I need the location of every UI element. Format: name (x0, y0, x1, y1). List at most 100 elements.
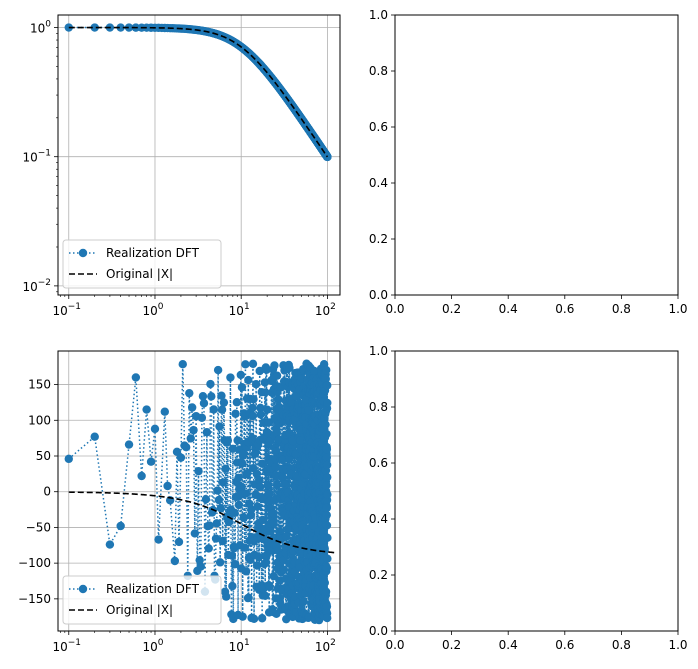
realization-point (261, 558, 271, 567)
x-tick-label: 0.0 (385, 638, 404, 652)
realization-point (187, 403, 197, 412)
realization-point (217, 405, 227, 414)
x-tick-label: 1.0 (668, 302, 687, 316)
realization-point (237, 383, 247, 392)
realization-point (239, 513, 248, 522)
realization-point (234, 500, 244, 510)
y-tick-label: 0.4 (369, 512, 388, 526)
realization-point (296, 549, 306, 558)
empty-plot-top-right: 0.0 0.2 0.4 0.6 0.8 1.0 0.0 0.2 0.4 0.6 0.8 1.0 (369, 8, 688, 316)
phase-frame (57, 350, 341, 632)
legend-original-label: Original |X| (106, 603, 173, 617)
realization-point (272, 447, 281, 456)
x-tick-label: 0.4 (499, 638, 518, 652)
x-tick-label: 0.4 (499, 302, 518, 316)
realization-point (189, 425, 198, 435)
y-tick-label: −150 (18, 592, 51, 606)
realization-point (195, 555, 204, 565)
realization-point (131, 373, 141, 382)
realization-point (261, 388, 270, 397)
legend-realization-label: Realization DFT (106, 246, 200, 260)
realization-point (253, 502, 262, 511)
realization-point (207, 392, 216, 401)
y-tick-label: 0.2 (369, 568, 388, 582)
y-tick-label: 1.0 (369, 8, 388, 22)
realization-point (233, 436, 242, 445)
y-tick-label: −50 (26, 520, 51, 534)
realization-point (323, 473, 332, 482)
realization-point (124, 23, 134, 32)
realization-point (90, 432, 99, 441)
realization-point (181, 443, 191, 452)
x-tick-label: 102 (315, 302, 336, 318)
y-tick-label: 0.0 (369, 288, 388, 302)
realization-point (160, 407, 169, 416)
realization-point (206, 379, 215, 389)
realization-point (124, 440, 134, 449)
realization-point (221, 464, 230, 473)
x-tick-label: 0.6 (555, 638, 574, 652)
realization-point (178, 360, 187, 369)
realization-point (322, 444, 332, 454)
realization-point (202, 428, 212, 437)
y-tick-label: 0.8 (369, 64, 388, 78)
realization-point (209, 405, 218, 414)
realization-point (176, 453, 186, 462)
realization-point (249, 614, 259, 624)
realization-point (272, 371, 282, 380)
realization-point (190, 529, 200, 538)
y-tick-label: 100 (30, 20, 51, 36)
realization-point (219, 398, 229, 407)
y-tick-label: 0.4 (369, 176, 388, 190)
realization-point (217, 391, 226, 400)
realization-point (137, 471, 146, 481)
y-tick-label: 10−2 (22, 278, 51, 294)
realization-point (222, 592, 231, 601)
realization-point (322, 563, 332, 573)
x-tick-label: 10−1 (52, 638, 81, 654)
realization-point (146, 457, 156, 466)
realization-point (322, 429, 331, 439)
x-tick-label: 100 (142, 638, 163, 654)
realization-point (204, 544, 213, 553)
x-tick-label: 101 (229, 302, 250, 318)
original-line (68, 26, 329, 158)
magnitude-legend: Realization DFT Original |X| (62, 239, 222, 289)
y-tick-label: 0.0 (369, 624, 388, 638)
x-tick-label: 0.8 (612, 302, 631, 316)
realization-point (323, 533, 332, 543)
y-tick-label: 1.0 (369, 344, 388, 358)
realization-point (323, 381, 332, 390)
realization-point (239, 449, 248, 458)
realization-point (198, 392, 208, 401)
realization-point (185, 388, 194, 398)
phase-legend: Realization DFT Original |X| (62, 575, 222, 625)
realization-point (244, 375, 253, 385)
top-right-frame (394, 14, 679, 296)
realization-point (279, 565, 289, 574)
realization-point (186, 434, 195, 443)
realization-point (116, 521, 125, 531)
realization-point (255, 366, 264, 376)
realization-point (228, 581, 237, 591)
legend-box (62, 575, 222, 625)
realization-point (231, 409, 240, 418)
realization-point (287, 398, 297, 408)
realization-point (296, 436, 305, 445)
realization-point (321, 374, 330, 384)
realization-point (211, 534, 221, 543)
realization-point (256, 410, 265, 419)
realization-point (223, 436, 233, 445)
realization-point (227, 551, 237, 560)
realization-point (194, 466, 203, 476)
realization-point (201, 495, 211, 504)
realization-point (310, 366, 319, 376)
x-tick-label: 0.8 (612, 638, 631, 652)
realization-point (237, 482, 246, 491)
phase-plot: 10−1 100 101 102 −150 −100 −50 0 50 100 150 Realiz… (18, 350, 341, 654)
bottom-right-frame (394, 350, 679, 632)
realization-point (218, 536, 227, 546)
realization-point (205, 521, 214, 530)
